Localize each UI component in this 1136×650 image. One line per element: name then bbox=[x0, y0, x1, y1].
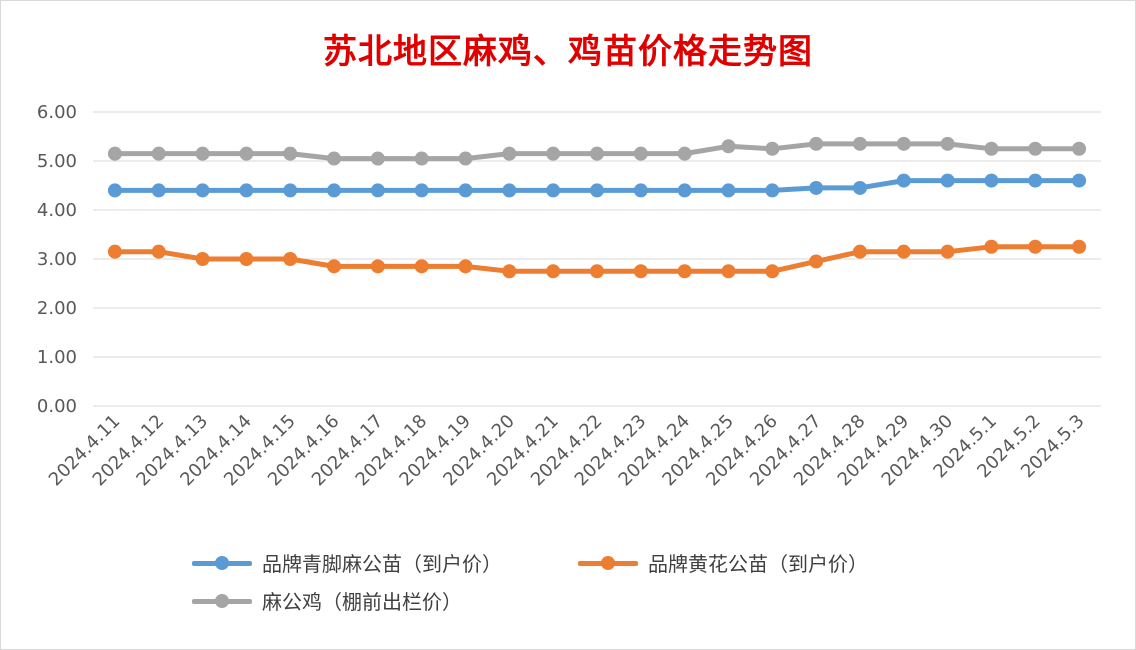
legend-label-magongji: 麻公鸡（棚前出栏价） bbox=[262, 590, 462, 614]
data-point-2 bbox=[1072, 141, 1087, 156]
y-tick-label: 5.00 bbox=[37, 151, 77, 172]
data-point-2 bbox=[151, 146, 166, 161]
data-point-1 bbox=[852, 244, 867, 259]
data-point-0 bbox=[370, 183, 385, 198]
legend-label-huanghua: 品牌黄花公苗（到户价） bbox=[648, 552, 868, 576]
data-point-0 bbox=[327, 183, 342, 198]
data-point-1 bbox=[195, 252, 210, 266]
data-point-1 bbox=[677, 264, 692, 279]
data-point-0 bbox=[107, 183, 122, 198]
data-point-1 bbox=[765, 264, 780, 279]
legend-marker-magongji bbox=[215, 593, 229, 608]
y-tick-label: 3.00 bbox=[37, 249, 77, 270]
legend-marker-qingjiao bbox=[215, 555, 229, 570]
data-point-1 bbox=[1028, 239, 1043, 254]
data-point-2 bbox=[633, 146, 648, 161]
data-point-1 bbox=[151, 244, 166, 259]
data-point-1 bbox=[283, 252, 298, 266]
y-tick-label: 0.00 bbox=[37, 396, 77, 417]
data-point-2 bbox=[677, 146, 692, 161]
data-point-0 bbox=[239, 183, 254, 198]
data-point-0 bbox=[458, 183, 473, 198]
data-point-0 bbox=[852, 180, 867, 195]
data-point-0 bbox=[151, 183, 166, 198]
data-point-0 bbox=[414, 183, 429, 198]
data-point-2 bbox=[414, 151, 429, 166]
data-point-2 bbox=[590, 146, 604, 161]
data-point-2 bbox=[896, 136, 911, 151]
data-point-2 bbox=[546, 146, 561, 161]
data-point-2 bbox=[239, 146, 254, 161]
data-point-1 bbox=[984, 239, 999, 254]
y-tick-label: 1.00 bbox=[37, 347, 77, 368]
data-point-1 bbox=[633, 264, 648, 279]
data-point-1 bbox=[809, 254, 824, 269]
data-point-2 bbox=[852, 136, 867, 151]
data-point-0 bbox=[896, 173, 911, 188]
legend-swatch-qingjiao bbox=[190, 554, 254, 572]
data-point-2 bbox=[458, 151, 473, 166]
legend-swatch-magongji bbox=[190, 592, 254, 610]
data-point-2 bbox=[721, 139, 736, 154]
data-point-2 bbox=[502, 146, 517, 161]
data-point-2 bbox=[195, 146, 210, 161]
data-point-1 bbox=[370, 259, 385, 274]
data-point-0 bbox=[502, 183, 517, 198]
data-point-1 bbox=[414, 259, 429, 274]
legend-item-huanghua: 品牌黄花公苗（到户价） bbox=[576, 548, 868, 577]
data-point-0 bbox=[721, 183, 736, 198]
data-point-1 bbox=[590, 264, 604, 279]
data-point-0 bbox=[765, 183, 780, 198]
data-point-0 bbox=[546, 183, 561, 198]
legend-marker-huanghua bbox=[601, 555, 615, 570]
data-point-1 bbox=[721, 264, 736, 279]
data-point-0 bbox=[984, 173, 999, 188]
legend-item-qingjiao: 品牌青脚麻公苗（到户价） bbox=[190, 548, 502, 577]
data-point-2 bbox=[765, 141, 780, 156]
data-point-2 bbox=[283, 146, 298, 161]
legend-item-magongji: 麻公鸡（棚前出栏价） bbox=[190, 586, 462, 615]
y-tick-label: 4.00 bbox=[37, 200, 77, 221]
legend-swatch-huanghua bbox=[576, 554, 640, 572]
data-point-2 bbox=[984, 141, 999, 156]
data-point-0 bbox=[1072, 173, 1087, 188]
data-point-1 bbox=[502, 264, 517, 279]
data-point-2 bbox=[107, 146, 122, 161]
data-point-0 bbox=[940, 173, 955, 188]
data-point-1 bbox=[327, 259, 342, 274]
data-point-0 bbox=[1028, 173, 1043, 188]
data-point-0 bbox=[633, 183, 648, 198]
data-point-0 bbox=[809, 180, 824, 195]
data-point-1 bbox=[896, 244, 911, 259]
y-tick-label: 2.00 bbox=[37, 298, 77, 319]
data-point-1 bbox=[458, 259, 473, 274]
data-point-2 bbox=[1028, 141, 1043, 156]
data-point-0 bbox=[195, 183, 210, 198]
data-point-0 bbox=[590, 183, 604, 198]
data-point-2 bbox=[370, 151, 385, 166]
data-point-2 bbox=[327, 151, 342, 166]
data-point-0 bbox=[283, 183, 298, 198]
chart-title: 苏北地区麻鸡、鸡苗价格走势图 bbox=[323, 32, 813, 72]
data-point-2 bbox=[940, 136, 955, 151]
data-point-1 bbox=[940, 244, 955, 259]
legend-label-qingjiao: 品牌青脚麻公苗（到户价） bbox=[262, 552, 502, 576]
data-point-1 bbox=[546, 264, 561, 279]
y-tick-label: 6.00 bbox=[37, 102, 77, 123]
data-point-2 bbox=[809, 136, 824, 151]
data-point-1 bbox=[1072, 239, 1087, 254]
data-point-1 bbox=[239, 252, 254, 266]
data-point-0 bbox=[677, 183, 692, 198]
data-point-1 bbox=[107, 244, 122, 259]
